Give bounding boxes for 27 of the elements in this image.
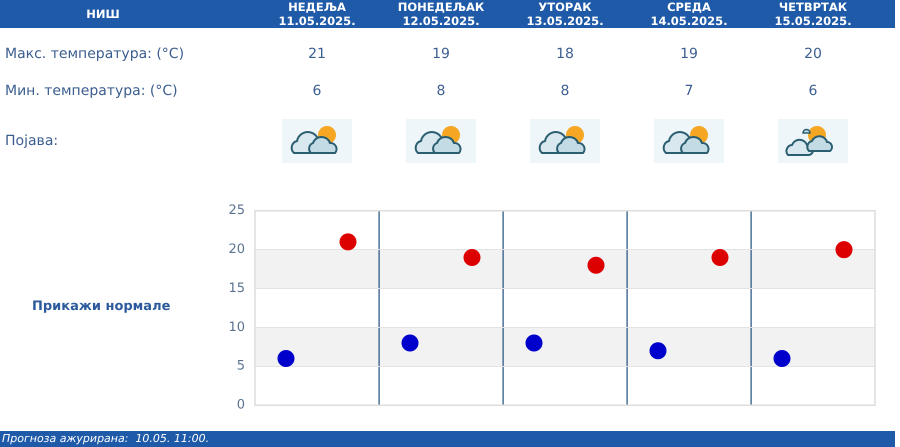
y-tick-label: 20 bbox=[228, 242, 245, 258]
y-tick-label: 5 bbox=[236, 358, 245, 374]
data-label: 8 bbox=[436, 83, 446, 99]
data-label: 8 bbox=[560, 83, 570, 99]
data-label: 20 bbox=[803, 46, 823, 62]
text: НИШ bbox=[85, 7, 121, 21]
text: Појава: bbox=[5, 133, 58, 149]
text: ПОНЕДЕЉАК 12.05.2025. bbox=[396, 0, 486, 28]
y-tick-label: 15 bbox=[228, 280, 245, 296]
text: Прогноза ажурирана: 10.05. 11:00. bbox=[2, 431, 210, 447]
data-label: 19 bbox=[679, 46, 699, 62]
text: Прикажи нормале bbox=[32, 299, 170, 314]
data-label: 6 bbox=[312, 83, 322, 99]
y-tick-label: 25 bbox=[228, 203, 245, 218]
data-label: 7 bbox=[684, 83, 694, 99]
y-tick-label: 10 bbox=[228, 320, 245, 335]
data-label: 18 bbox=[555, 46, 575, 62]
text: УТОРАК 13.05.2025. bbox=[525, 0, 605, 28]
text: Мин. температура: (°C) bbox=[5, 83, 178, 99]
y-tick-label: 0 bbox=[236, 398, 245, 413]
text: Макс. температура: (°C) bbox=[5, 46, 184, 62]
text: ЧЕТВРТАК 15.05.2025. bbox=[773, 0, 853, 28]
data-label: 6 bbox=[808, 83, 818, 99]
data-label: 19 bbox=[431, 46, 451, 62]
text: НЕДЕЉА 11.05.2025. bbox=[277, 0, 357, 28]
text: СРЕДА 14.05.2025. bbox=[649, 0, 729, 28]
data-label: 21 bbox=[307, 46, 327, 62]
